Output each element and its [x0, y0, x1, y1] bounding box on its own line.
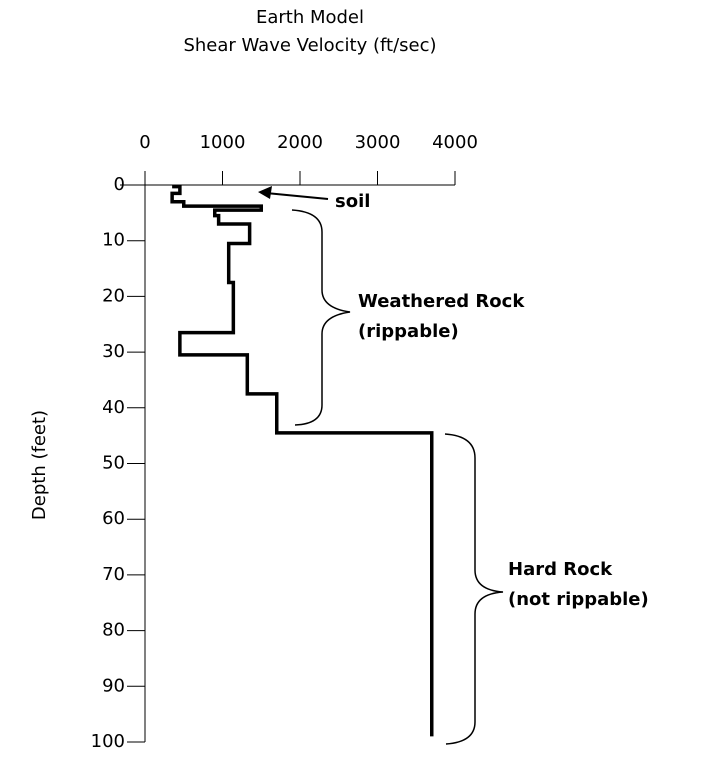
- y-axis-label: Depth (feet): [29, 410, 50, 520]
- x-tick-label: 4000: [432, 132, 478, 153]
- annotation: Hard Rock: [508, 559, 613, 580]
- y-tick-label: 80: [102, 620, 125, 641]
- annotation: (rippable): [358, 321, 459, 342]
- data-line: [170, 184, 434, 737]
- x-tick-label: 2000: [277, 132, 323, 153]
- brace: [444, 433, 504, 745]
- annotation: soil: [335, 191, 370, 212]
- arrow: [265, 192, 329, 200]
- y-tick-label: 70: [102, 564, 125, 585]
- x-tick-label: 3000: [355, 132, 401, 153]
- y-tick-label: 40: [102, 397, 125, 418]
- annotation: (not rippable): [508, 589, 649, 610]
- y-tick-label: 10: [102, 230, 125, 251]
- x-tick-label: 0: [139, 132, 150, 153]
- y-tick-label: 50: [102, 453, 125, 474]
- y-tick-label: 90: [102, 675, 125, 696]
- y-tick-label: 100: [91, 731, 125, 752]
- y-tick-label: 30: [102, 341, 125, 362]
- y-tick-label: 0: [114, 174, 125, 195]
- chart-subtitle: Shear Wave Velocity (ft/sec): [183, 35, 436, 56]
- y-tick-label: 20: [102, 285, 125, 306]
- brace: [291, 209, 351, 426]
- y-tick-label: 60: [102, 508, 125, 529]
- chart-title: Earth Model: [256, 7, 364, 28]
- annotation: Weathered Rock: [358, 291, 525, 312]
- x-tick-label: 1000: [200, 132, 246, 153]
- arrow-head: [258, 186, 272, 199]
